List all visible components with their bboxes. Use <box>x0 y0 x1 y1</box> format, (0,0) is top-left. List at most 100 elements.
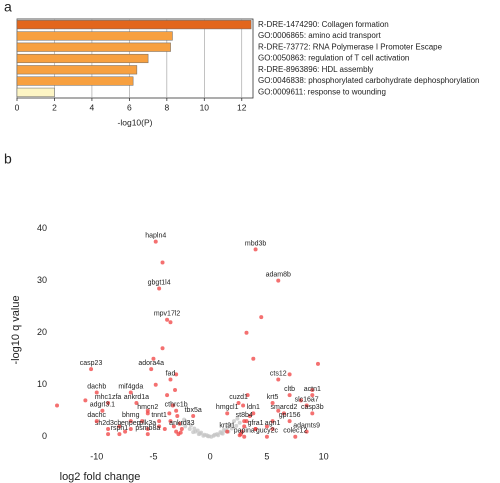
point <box>237 420 242 425</box>
point <box>228 422 233 427</box>
x-tick-label: 5 <box>264 451 269 461</box>
point <box>167 411 172 416</box>
point <box>174 408 179 413</box>
point <box>145 426 150 431</box>
point <box>220 431 225 436</box>
point <box>310 393 315 398</box>
point-label: mbd3b <box>245 240 267 247</box>
point-label: cts12 <box>270 370 287 377</box>
point <box>191 430 196 435</box>
y-tick-label: 10 <box>37 379 47 389</box>
point <box>140 419 145 424</box>
point <box>157 419 162 424</box>
point-label: hapln4 <box>145 232 166 239</box>
point-label: cltb <box>284 386 295 393</box>
point-label: gfra1 <box>248 420 264 427</box>
point <box>83 398 88 403</box>
point <box>106 426 111 431</box>
point <box>168 419 173 424</box>
point <box>270 400 275 405</box>
x-tick-label: 2 <box>52 102 57 112</box>
point <box>270 419 275 424</box>
point-label: plk3a <box>139 420 156 427</box>
point <box>259 315 264 320</box>
point-label: krt91 <box>219 422 235 429</box>
x-tick-label: 0 <box>15 102 20 112</box>
y-tick-label: 40 <box>37 223 47 233</box>
point <box>251 356 256 361</box>
point-label: psmb8a <box>135 425 160 432</box>
point-label: fad <box>166 370 176 377</box>
point <box>242 419 247 424</box>
point-label: st8b4 <box>236 412 253 419</box>
point <box>165 317 170 322</box>
point-label: smarcd2 <box>271 404 298 411</box>
y-axis-label: -log10 q value <box>10 295 22 364</box>
point <box>160 260 165 265</box>
bar <box>16 42 171 52</box>
point-label: mpv17l2 <box>154 311 181 318</box>
point <box>216 433 221 438</box>
point <box>153 239 158 244</box>
point <box>270 426 275 431</box>
point <box>207 434 212 439</box>
point-label: casp3b <box>301 404 324 411</box>
y-tick-label: 30 <box>37 275 47 285</box>
category-label: R-DRE-73772: RNA Polymerase I Promoter E… <box>258 42 443 51</box>
point <box>179 426 184 431</box>
point-label: gpr156 <box>279 412 301 419</box>
point-label: ldn1 <box>247 404 260 411</box>
point-label: actn1 <box>304 386 321 393</box>
point <box>106 400 111 405</box>
point <box>287 372 292 377</box>
point <box>310 387 315 392</box>
bar <box>16 87 55 97</box>
point <box>287 393 292 398</box>
point-label: agn1 <box>265 420 281 427</box>
point <box>182 417 187 422</box>
point-label: mhc1zfa <box>95 394 122 401</box>
point <box>168 320 173 325</box>
point <box>123 429 128 434</box>
x-tick-label: -10 <box>90 451 103 461</box>
y-tick-label: 20 <box>37 327 47 337</box>
point <box>128 426 133 431</box>
point <box>225 411 230 416</box>
point <box>187 426 192 431</box>
x-tick-label: 10 <box>200 102 210 112</box>
point-label: adora4a <box>138 360 164 367</box>
point <box>178 430 183 435</box>
point <box>149 367 154 372</box>
point <box>235 416 240 421</box>
point <box>310 411 315 416</box>
x-tick-label: -5 <box>149 451 157 461</box>
point-label: cthrc1b <box>165 402 188 409</box>
point <box>192 426 197 431</box>
point <box>241 403 246 408</box>
point-label: gucy2c <box>256 428 279 435</box>
point <box>225 429 230 434</box>
y-tick-label: 0 <box>42 431 47 441</box>
point-label: tbx5a <box>185 407 202 414</box>
x-tick-label: 0 <box>208 451 213 461</box>
point-label: adgrl3.1 <box>90 402 115 409</box>
point-label: casp23 <box>80 360 103 367</box>
point <box>281 411 286 416</box>
point <box>276 377 281 382</box>
x-tick-label: 12 <box>237 102 247 112</box>
point <box>304 429 309 434</box>
point <box>196 432 201 437</box>
point <box>117 424 122 429</box>
point <box>244 330 249 335</box>
point-label: rsph1 <box>111 425 129 432</box>
point <box>157 286 162 291</box>
point-label: ankrd1a <box>124 394 149 401</box>
point <box>276 408 281 413</box>
point <box>298 398 303 403</box>
point <box>89 367 94 372</box>
point <box>251 411 256 416</box>
point <box>173 387 178 392</box>
bar <box>16 20 252 30</box>
point-label: papina <box>234 428 255 435</box>
